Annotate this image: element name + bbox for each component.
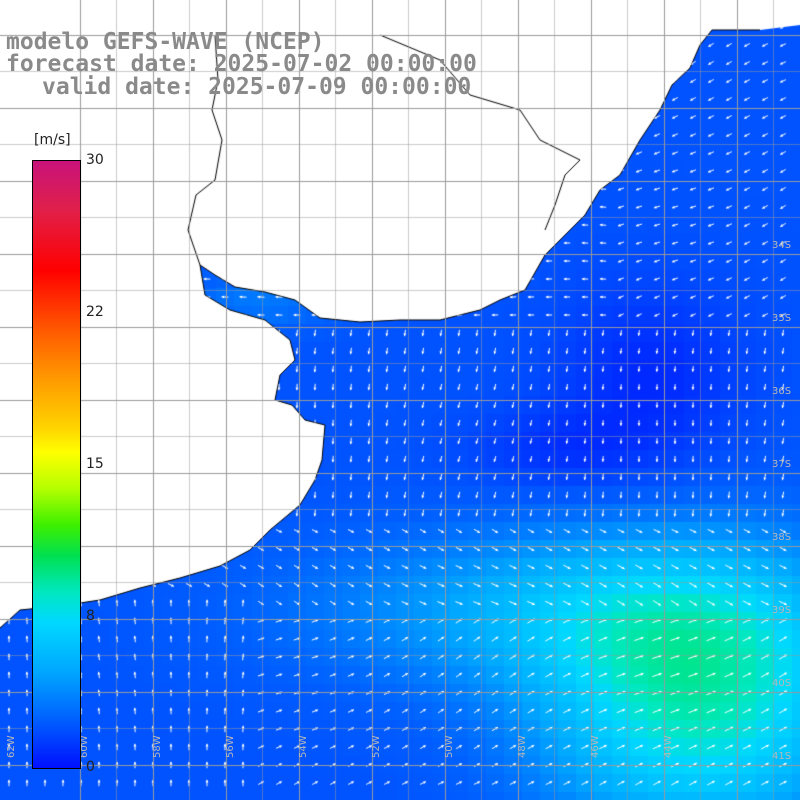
lon-label-44w: 44W bbox=[663, 735, 674, 758]
colorbar-tick-15: 15 bbox=[86, 456, 104, 472]
colorbar-tick-30: 30 bbox=[86, 152, 104, 168]
valid-date: valid date: 2025-07-09 00:00:00 bbox=[42, 74, 472, 100]
lat-label-35s: 35S bbox=[772, 313, 791, 324]
lon-label-54w: 54W bbox=[298, 735, 309, 758]
lon-label-50w: 50W bbox=[444, 735, 455, 758]
colorbar-tick-22: 22 bbox=[86, 304, 104, 320]
colorbar bbox=[32, 160, 81, 769]
colorbar-unit: [m/s] bbox=[34, 132, 71, 148]
lat-label-39s: 39S bbox=[772, 605, 791, 616]
lon-label-60w: 60W bbox=[79, 735, 90, 758]
lat-label-38s: 38S bbox=[772, 532, 791, 543]
lat-label-40s: 40S bbox=[772, 678, 791, 689]
lon-label-58w: 58W bbox=[152, 735, 163, 758]
colorbar-tick-0: 0 bbox=[86, 759, 95, 775]
lon-label-48w: 48W bbox=[517, 735, 528, 758]
lon-label-46w: 46W bbox=[590, 735, 601, 758]
colorbar-tick-8: 8 bbox=[86, 608, 95, 624]
lat-label-37s: 37S bbox=[772, 459, 791, 470]
forecast-date: forecast date: 2025-07-02 00:00:00 bbox=[6, 51, 477, 77]
lon-label-62w: 62W bbox=[6, 735, 17, 758]
lat-label-34s: 34S bbox=[772, 240, 791, 251]
lon-label-56w: 56W bbox=[225, 735, 236, 758]
model-title: modelo GEFS-WAVE (NCEP) bbox=[6, 29, 325, 55]
lat-label-41s: 41S bbox=[772, 751, 791, 762]
lat-label-36s: 36S bbox=[772, 386, 791, 397]
lon-label-52w: 52W bbox=[371, 735, 382, 758]
